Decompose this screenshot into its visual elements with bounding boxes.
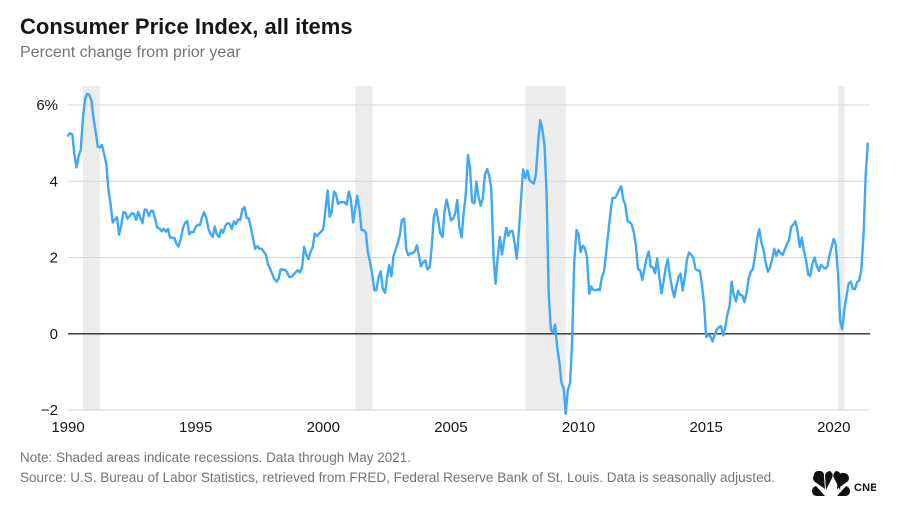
y-tick-label: 0 (50, 326, 58, 343)
source-label: Source: (20, 470, 67, 485)
note-text: Shaded areas indicate recessions. Data t… (52, 450, 411, 465)
y-tick-label: −2 (41, 402, 58, 419)
chart-area: −2 0 2 4 6% 1990 1995 2000 2005 2010 2015 2020 (20, 70, 880, 440)
chart-subtitle: Percent change from prior year (20, 44, 880, 62)
x-tick-label: 2005 (434, 419, 467, 436)
source-text: U.S. Bureau of Labor Statistics, retriev… (67, 470, 775, 485)
x-tick-label: 2020 (817, 419, 850, 436)
y-tick-label: 4 (50, 173, 58, 190)
logo-text: CNBC (854, 482, 876, 494)
chart-title: Consumer Price Index, all items (20, 14, 880, 40)
recession-band (83, 86, 100, 410)
x-tick-label: 2010 (562, 419, 595, 436)
x-tick-label: 2000 (307, 419, 340, 436)
y-tick-label: 2 (50, 250, 58, 267)
x-tick-label: 2015 (689, 419, 722, 436)
recession-band (355, 86, 372, 410)
chart-footer: Note: Shaded areas indicate recessions. … (20, 448, 880, 489)
note-label: Note: (20, 450, 52, 465)
cnbc-logo: CNBC (810, 469, 876, 504)
x-tick-label: 1990 (51, 419, 84, 436)
recession-band (838, 86, 844, 410)
y-tick-label: 6% (36, 97, 58, 114)
line-chart-svg: −2 0 2 4 6% 1990 1995 2000 2005 2010 2015 2020 (20, 70, 880, 440)
x-tick-label: 1995 (179, 419, 212, 436)
